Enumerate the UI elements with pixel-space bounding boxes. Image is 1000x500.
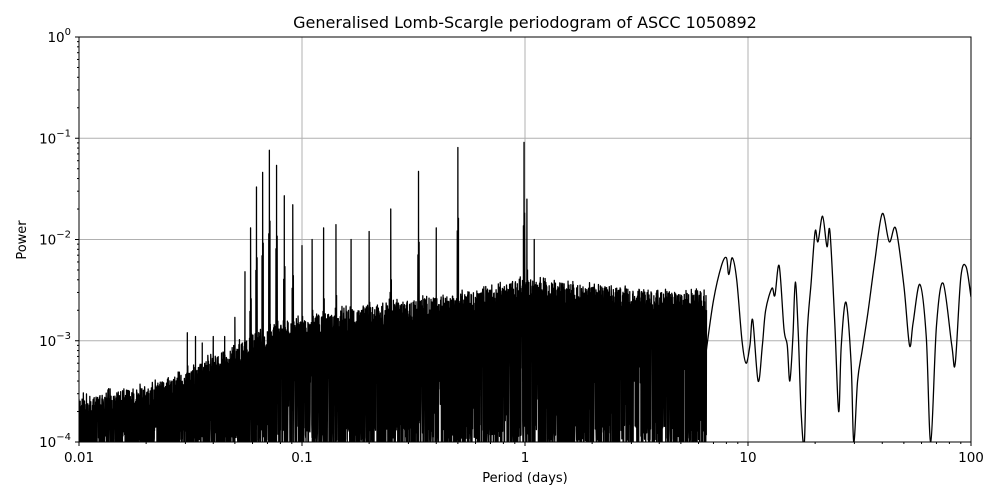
axis-ticks [75, 36, 972, 446]
periodogram-trace [79, 141, 971, 442]
x-axis-label: Period (days) [482, 471, 568, 486]
y-tick-label: 10−3 [39, 331, 71, 350]
y-tick-label: 10−1 [39, 128, 71, 147]
y-tick-label: 10−4 [39, 432, 71, 451]
y-tick-labels: 100 10−1 10−2 10−3 10−4 [39, 27, 71, 451]
y-tick-label: 100 [47, 27, 71, 46]
x-tick-label: 10 [739, 450, 756, 466]
x-tick-label: 1 [521, 450, 530, 466]
chart-title: Generalised Lomb-Scargle periodogram of … [293, 13, 757, 32]
y-axis-label: Power [15, 220, 30, 260]
x-tick-label: 0.1 [291, 450, 312, 466]
short-period-trace [79, 141, 708, 442]
x-tick-label: 100 [958, 450, 984, 466]
x-tick-labels: 0.01 0.1 1 10 100 [64, 450, 984, 466]
long-period-trace [705, 212, 971, 442]
x-tick-label: 0.01 [64, 450, 94, 466]
y-tick-label: 10−2 [39, 230, 71, 249]
